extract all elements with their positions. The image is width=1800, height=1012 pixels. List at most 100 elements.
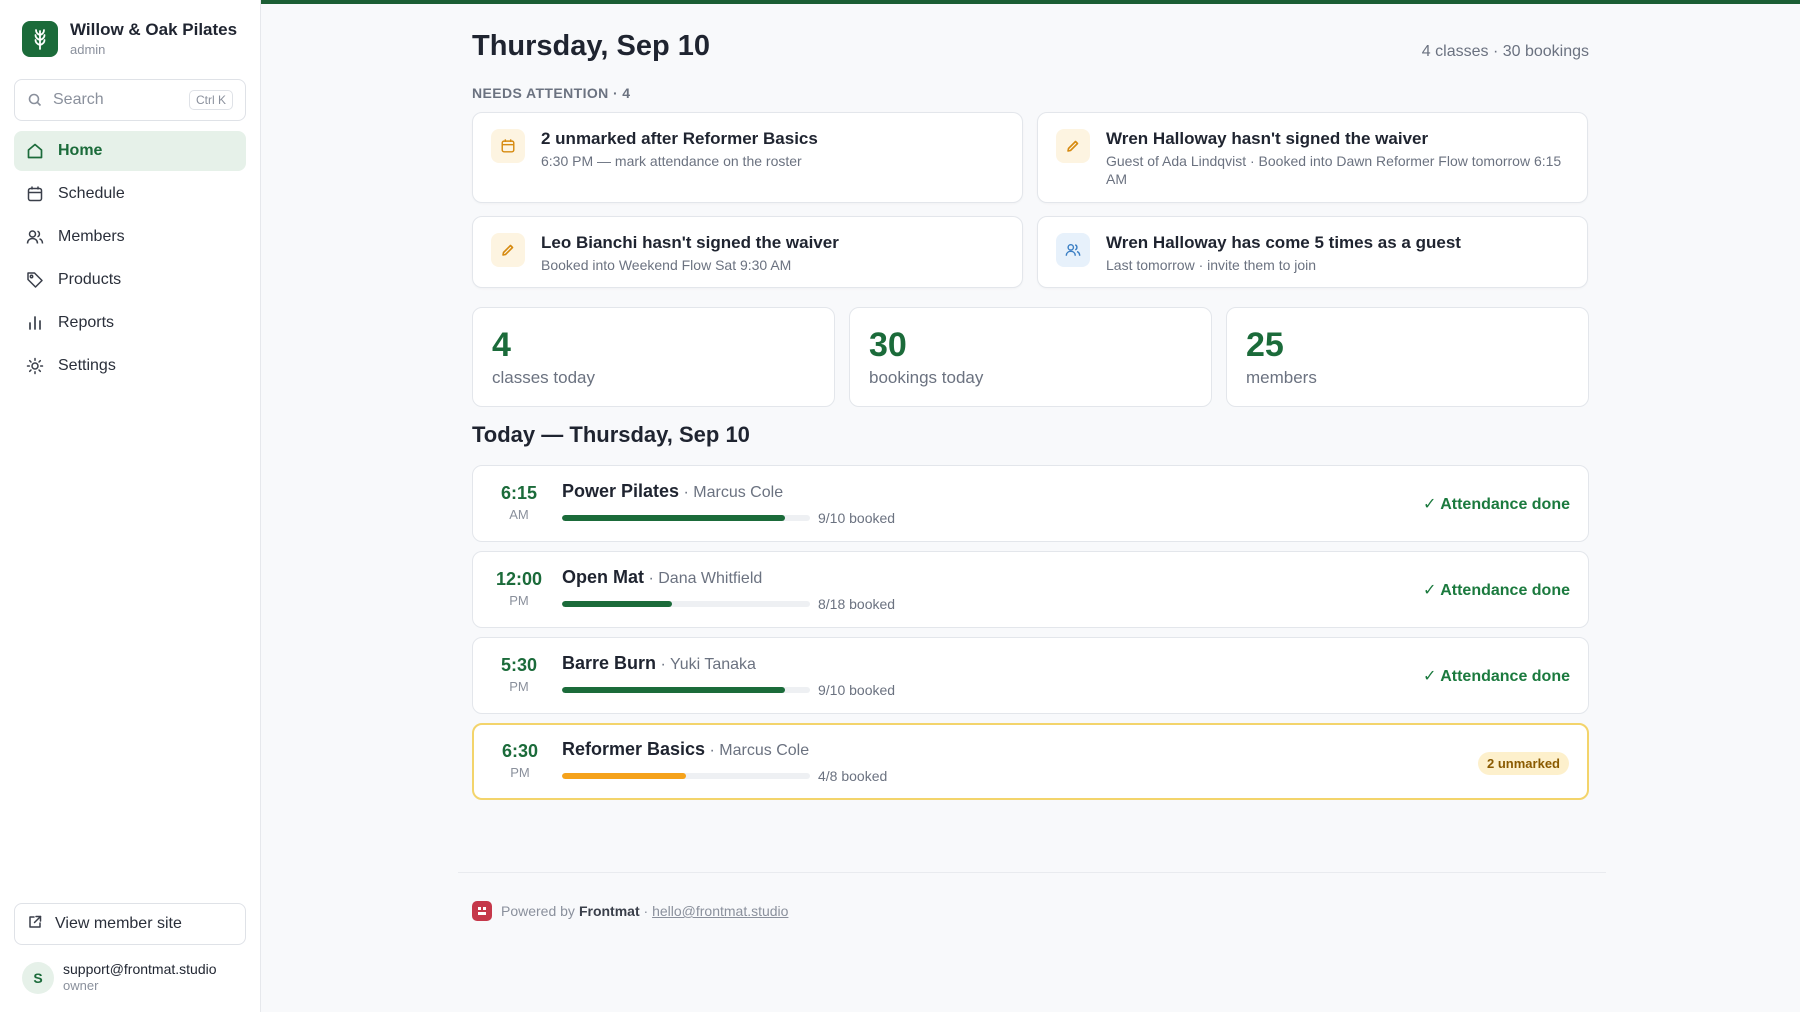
attention-card-unmarked[interactable]: 2 unmarked after Reformer Basics 6:30 PM… — [472, 112, 1023, 203]
class-time-value: 5:30 — [500, 655, 538, 675]
sidebar-item-label: Settings — [58, 357, 116, 374]
brand-role: admin — [70, 42, 106, 57]
class-card-reformer-basics[interactable]: 6:30 PM Reformer Basics · Marcus Cole 4/… — [472, 723, 1589, 800]
booking-count: 8/18 booked — [818, 596, 896, 612]
stat-value: 4 — [492, 326, 511, 364]
home-icon — [26, 142, 44, 160]
sidebar-item-products[interactable]: Products — [14, 260, 246, 300]
search-icon — [27, 92, 43, 108]
class-time-ampm: PM — [510, 765, 530, 780]
class-title: Open Mat · Dana Whitfield — [562, 567, 762, 588]
page-title: Thursday, Sep 10 — [472, 30, 710, 62]
class-instructor: · Marcus Cole — [705, 742, 810, 759]
sidebar-item-label: Members — [58, 228, 125, 245]
stat-value: 25 — [1246, 326, 1284, 364]
search-input[interactable] — [53, 91, 183, 109]
pencil-icon — [1056, 129, 1090, 163]
booking-count: 4/8 booked — [818, 768, 888, 784]
attention-card-waiver-leo[interactable]: Leo Bianchi hasn't signed the waiver Boo… — [472, 216, 1023, 288]
stat-label: members — [1246, 368, 1317, 387]
booking-progress-fill — [562, 687, 786, 693]
class-time-ampm: PM — [509, 593, 529, 608]
attention-title: Leo Bianchi hasn't signed the waiver — [541, 233, 839, 252]
view-member-site-button[interactable]: View member site — [14, 903, 246, 945]
class-instructor: · Dana Whitfield — [644, 570, 763, 587]
attendance-status: ✓ Attendance done — [1422, 582, 1570, 599]
sidebar-item-label: Schedule — [58, 185, 125, 202]
class-card-barre-burn[interactable]: 5:30 PM Barre Burn · Yuki Tanaka 9/10 bo… — [472, 637, 1589, 714]
class-name: Power Pilates — [562, 481, 680, 501]
users-icon — [1056, 233, 1090, 267]
user-account[interactable]: S support@frontmat.studio owner — [22, 961, 217, 994]
booking-progress-bar — [562, 773, 810, 779]
footer: Powered by Frontmat · hello@frontmat.stu… — [472, 901, 788, 921]
needs-attention-label: NEEDS ATTENTION · 4 — [472, 85, 631, 101]
class-time-ampm: PM — [509, 679, 529, 694]
class-time-value: 12:00 — [495, 569, 543, 589]
sidebar-item-reports[interactable]: Reports — [14, 303, 246, 343]
class-card-power-pilates[interactable]: 6:15 AM Power Pilates · Marcus Cole 9/10… — [472, 465, 1589, 542]
sidebar-item-home[interactable]: Home — [14, 131, 246, 171]
footer-separator: · — [639, 903, 653, 919]
attention-subtitle: Last tomorrow · invite them to join — [1106, 257, 1317, 273]
brand-name: Willow & Oak Pilates — [70, 20, 238, 39]
brand[interactable]: Willow & Oak Pilates admin — [22, 20, 237, 58]
tag-icon — [26, 271, 44, 289]
class-card-open-mat[interactable]: 12:00 PM Open Mat · Dana Whitfield 8/18 … — [472, 551, 1589, 628]
sidebar-item-schedule[interactable]: Schedule — [14, 174, 246, 214]
wheat-logo-icon — [22, 21, 58, 57]
attention-subtitle: Guest of Ada Lindqvist · Booked into Daw… — [1106, 153, 1562, 187]
sun-icon — [26, 357, 44, 375]
user-email: support@frontmat.studio — [63, 961, 217, 977]
attention-title: Wren Halloway has come 5 times as a gues… — [1106, 233, 1461, 252]
sidebar-item-label: Home — [58, 142, 103, 159]
view-member-site-label: View member site — [55, 915, 182, 932]
class-name: Barre Burn — [562, 653, 657, 673]
stat-card-bookings: 30 bookings today — [849, 307, 1212, 407]
user-role: owner — [63, 978, 99, 993]
class-time: 12:00 PM — [473, 569, 565, 609]
booking-progress-bar — [562, 601, 810, 607]
sidebar-item-members[interactable]: Members — [14, 217, 246, 257]
pencil-icon — [491, 233, 525, 267]
search-box[interactable]: Ctrl K — [14, 79, 246, 121]
today-heading: Today — Thursday, Sep 10 — [472, 422, 750, 447]
booking-progress-fill — [562, 515, 786, 521]
sidebar-item-label: Products — [58, 271, 122, 288]
attention-title: 2 unmarked after Reformer Basics — [541, 129, 818, 148]
class-instructor: · Yuki Tanaka — [656, 656, 756, 673]
avatar: S — [22, 961, 54, 994]
class-time: 6:30 PM — [474, 741, 566, 781]
sidebar-item-settings[interactable]: Settings — [14, 346, 246, 386]
frontmat-logo-icon — [472, 901, 492, 921]
attention-subtitle: Booked into Weekend Flow Sat 9:30 AM — [541, 257, 792, 273]
powered-by-text: Powered by — [501, 903, 575, 919]
attention-subtitle: 6:30 PM — mark attendance on the roster — [541, 153, 802, 169]
class-time: 6:15 AM — [473, 483, 565, 523]
sidebar-nav: Home Schedule Members Products Reports — [14, 131, 246, 389]
attendance-status: ✓ Attendance done — [1422, 496, 1570, 513]
support-email-link[interactable]: hello@frontmat.studio — [652, 903, 789, 919]
stat-card-classes: 4 classes today — [472, 307, 835, 407]
booking-count: 9/10 booked — [818, 682, 896, 698]
class-time-value: 6:30 — [501, 741, 539, 761]
calendar-icon — [491, 129, 525, 163]
class-title: Power Pilates · Marcus Cole — [562, 481, 783, 502]
attention-card-waiver-wren[interactable]: Wren Halloway hasn't signed the waiver G… — [1037, 112, 1588, 203]
booking-count: 9/10 booked — [818, 510, 896, 526]
sidebar: Willow & Oak Pilates admin Ctrl K Home S… — [0, 0, 261, 1012]
class-instructor: · Marcus Cole — [679, 484, 784, 501]
footer-divider — [458, 872, 1606, 873]
attention-card-guest-invite[interactable]: Wren Halloway has come 5 times as a gues… — [1037, 216, 1588, 288]
stat-value: 30 — [869, 326, 907, 364]
stat-label: bookings today — [869, 368, 984, 387]
users-icon — [26, 228, 44, 246]
booking-progress-fill — [562, 601, 673, 607]
booking-progress-bar — [562, 687, 810, 693]
search-shortcut: Ctrl K — [189, 90, 233, 110]
booking-progress-fill — [562, 773, 686, 779]
booking-progress-bar — [562, 515, 810, 521]
class-time-ampm: AM — [509, 507, 529, 522]
class-title: Reformer Basics · Marcus Cole — [562, 739, 809, 760]
external-link-icon — [27, 914, 43, 935]
